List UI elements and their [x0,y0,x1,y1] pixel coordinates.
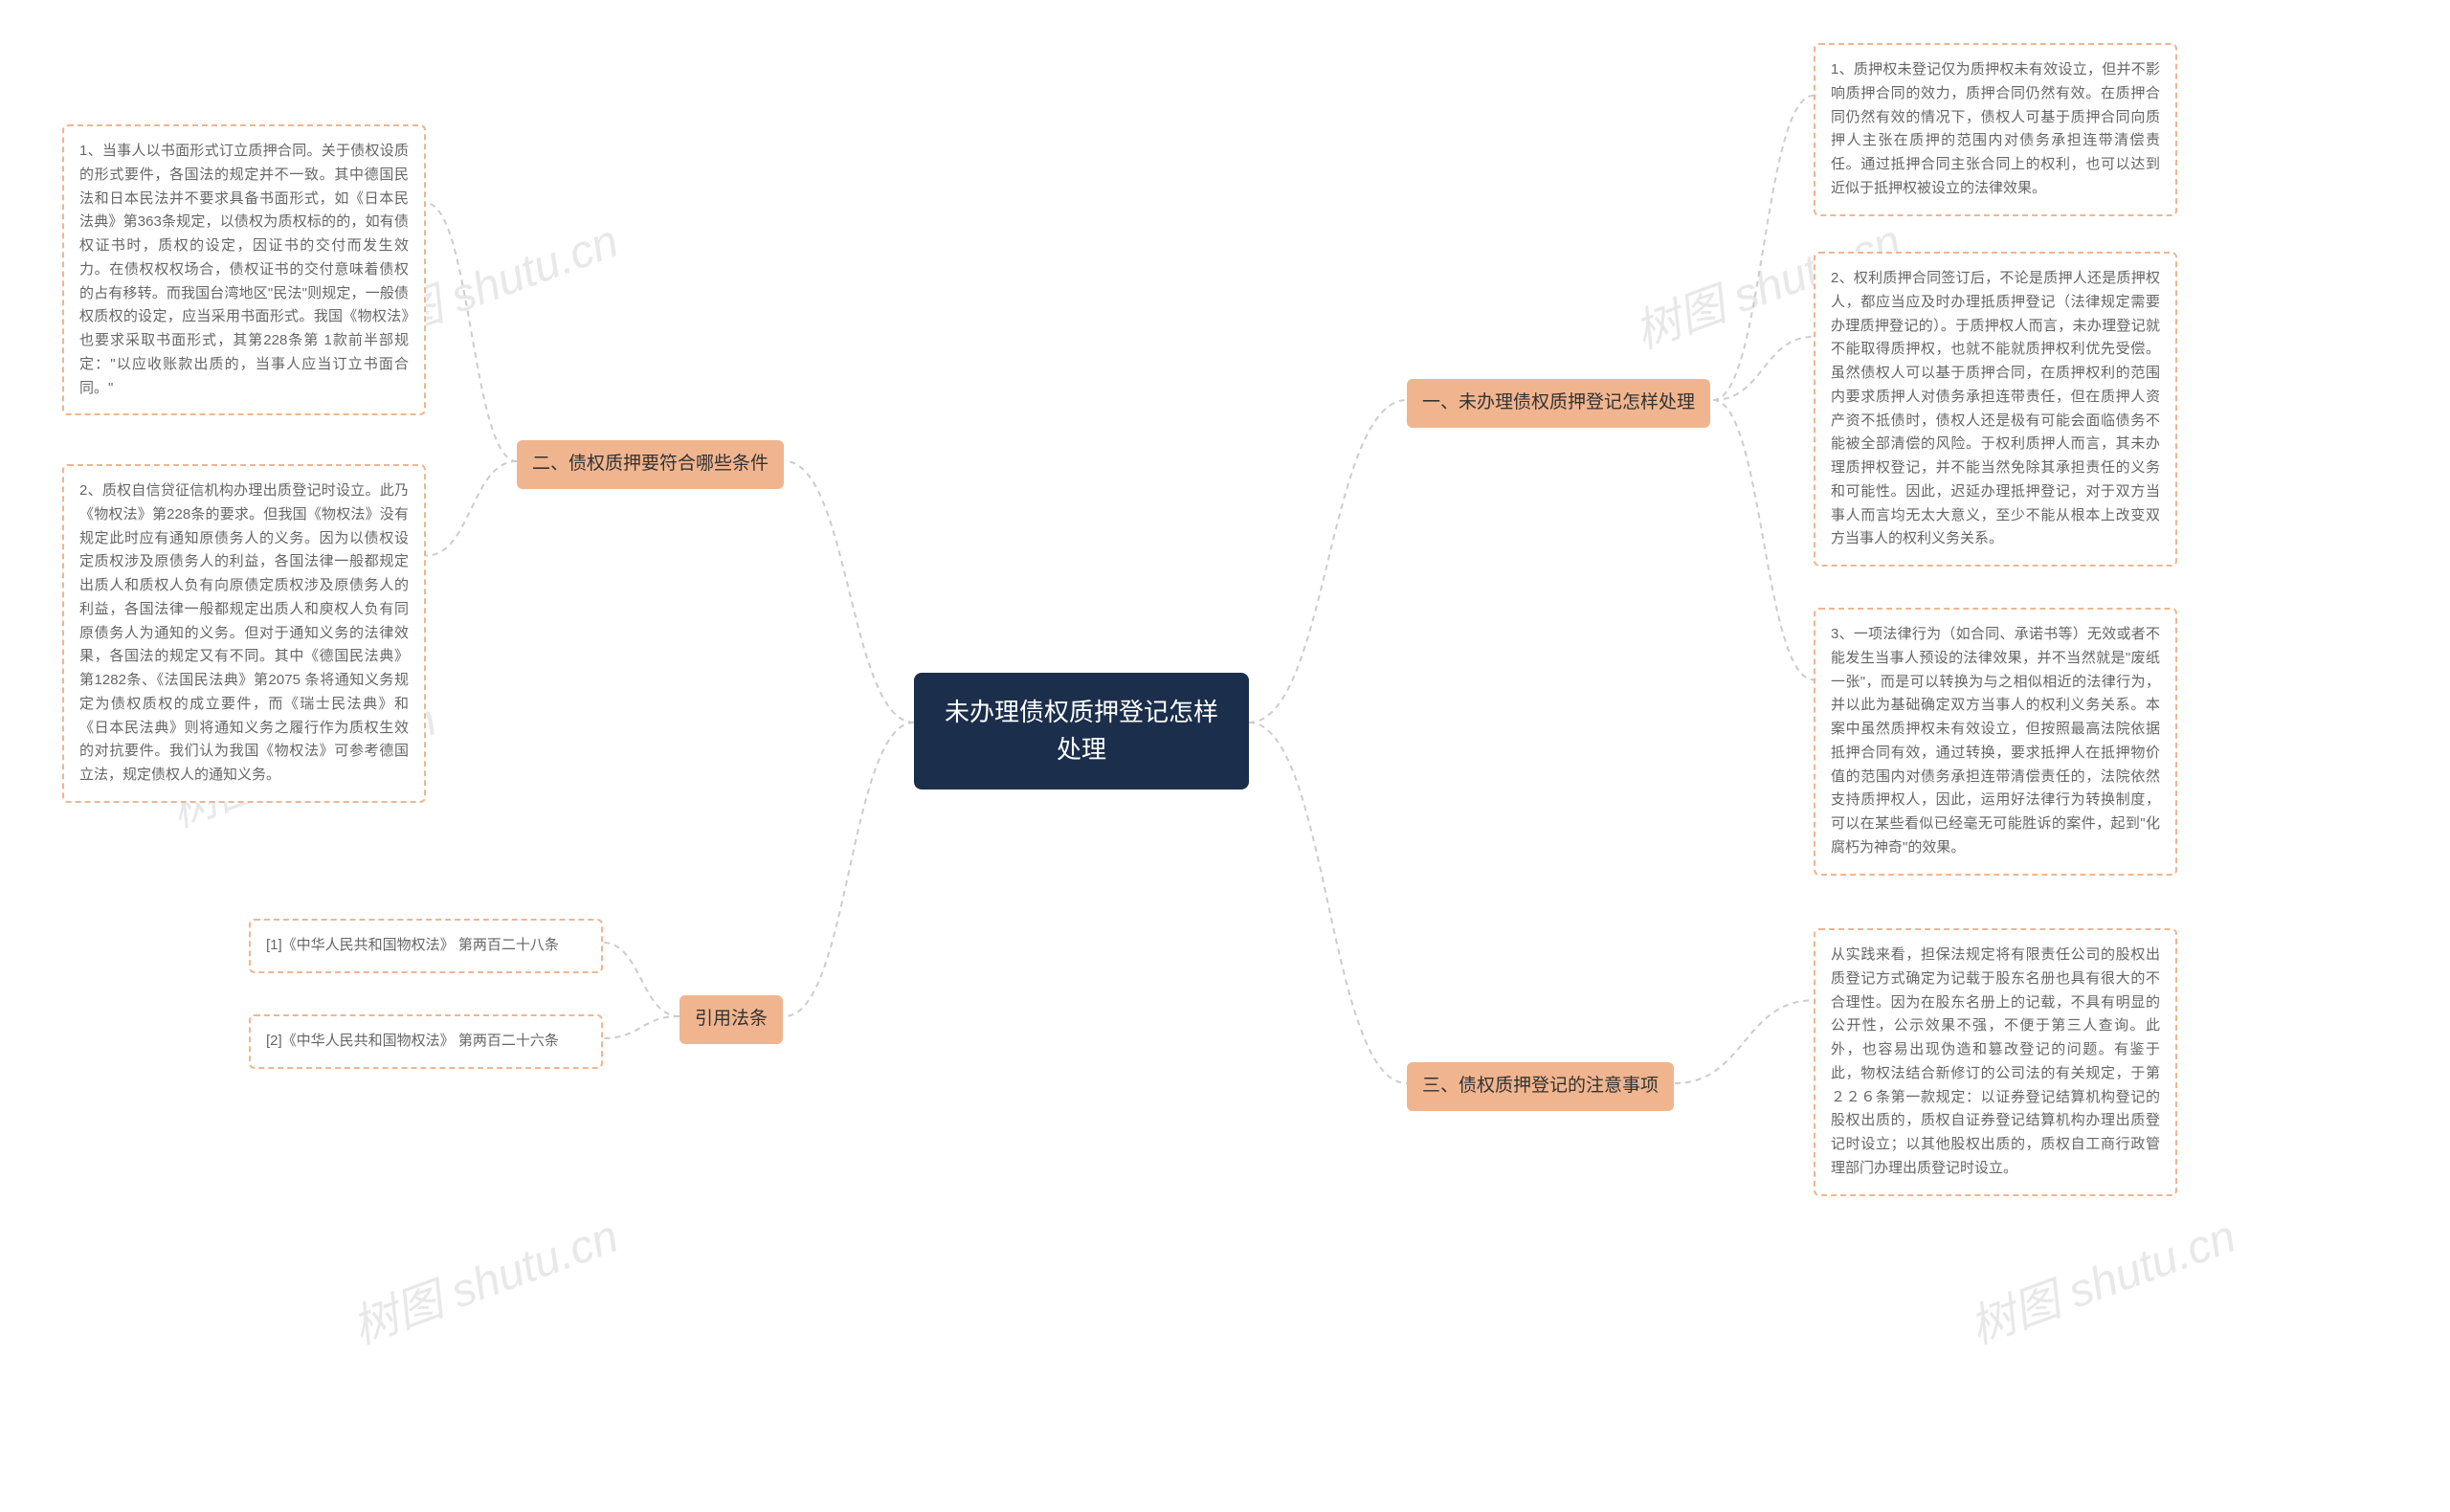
leaf-node: 3、一项法律行为（如合同、承诺书等）无效或者不能发生当事人预设的法律效果，并不当… [1814,608,2177,876]
root-node: 未办理债权质押登记怎样处理 [914,673,1249,789]
leaf-node: 1、质押权未登记仅为质押权未有效设立，但并不影响质押合同的效力，质押合同仍然有效… [1814,43,2177,216]
branch-node: 二、债权质押要符合哪些条件 [517,440,784,489]
leaf-node: [1]《中华人民共和国物权法》 第两百二十八条 [249,919,603,973]
watermark: 树图 shutu.cn [1959,1198,2243,1356]
branch-node: 一、未办理债权质押登记怎样处理 [1407,379,1710,428]
watermark: 树图 shutu.cn [342,1198,626,1356]
leaf-node: 从实践来看，担保法规定将有限责任公司的股权出质登记方式确定为记载于股东名册也具有… [1814,928,2177,1196]
leaf-node: 2、质权自信贷征信机构办理出质登记时设立。此乃《物权法》第228条的要求。但我国… [62,464,426,803]
leaf-node: [2]《中华人民共和国物权法》 第两百二十六条 [249,1014,603,1069]
branch-node: 引用法条 [679,995,783,1044]
leaf-node: 1、当事人以书面形式订立质押合同。关于债权设质的形式要件，各国法的规定并不一致。… [62,124,426,415]
branch-node: 三、债权质押登记的注意事项 [1407,1062,1674,1111]
leaf-node: 2、权利质押合同签订后，不论是质押人还是质押权人，都应当应及时办理抵质押登记（法… [1814,252,2177,567]
